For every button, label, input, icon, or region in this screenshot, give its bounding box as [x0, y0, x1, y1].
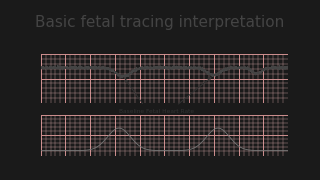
- Text: Basic fetal tracing interpretation: Basic fetal tracing interpretation: [35, 15, 284, 30]
- Text: Baseline Fetal Heart Rate: Baseline Fetal Heart Rate: [119, 109, 195, 114]
